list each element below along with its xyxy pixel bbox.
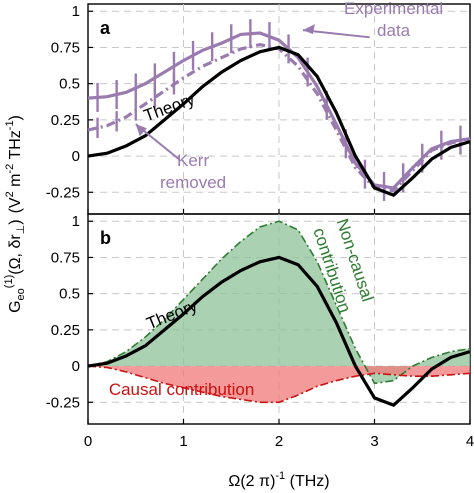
annotation-arrow-kerr	[135, 123, 180, 160]
label-kerr-removed-line2: removed	[160, 173, 226, 192]
area-non-causal	[88, 221, 470, 384]
label-causal-contribution: Causal contribution	[109, 380, 255, 399]
y-tick-label: 0	[72, 358, 80, 375]
y-tick-label: 0.25	[51, 112, 80, 129]
x-tick-label: 0	[84, 433, 92, 450]
panel-a-label: a	[100, 18, 111, 38]
series-line-theory	[87, 255, 471, 408]
y-axis-label: Geo(1)(Ω, δr⊥)(V2 m-2 THz-1)	[3, 115, 27, 313]
arrow-head	[135, 124, 147, 137]
series-line-experimental-data	[87, 31, 471, 190]
arrow-head	[302, 24, 315, 35]
area-causal	[88, 366, 470, 403]
panel-b-yticks: -0.25 0 0.25 0.5 0.75 1	[46, 213, 471, 424]
series-line-theory	[87, 45, 471, 198]
x-tick-label: 3	[370, 433, 378, 450]
x-axis-label: Ω(2 π)-1 (THz)	[228, 470, 329, 490]
label-kerr-removed-line1: Kerr	[177, 151, 209, 170]
annotation-arrow-experimental	[302, 24, 370, 39]
y-tick-label: -0.25	[46, 184, 80, 201]
y-tick-label: 1	[72, 213, 80, 230]
x-tick-label: 4	[466, 433, 474, 450]
panel-a-yticks: -0.25 0 0.25 0.5 0.75 1	[46, 3, 471, 214]
x-tick-label: 2	[275, 433, 283, 450]
y-tick-label: 0.25	[51, 322, 80, 339]
y-tick-label: 0.75	[51, 249, 80, 266]
panel-a-grid	[88, 4, 470, 214]
y-tick-label: 1	[72, 3, 80, 20]
panel-a: -0.25 0 0.25 0.5 0.75 1 Experimental data Kerr r…	[46, 0, 471, 215]
y-tick-label: 0.75	[51, 39, 80, 56]
y-tick-label: 0	[72, 148, 80, 165]
panel-b-xticks: 0 1 2 3 4	[84, 433, 474, 450]
x-tick-label: 1	[179, 433, 187, 450]
panel-b-label: b	[100, 228, 111, 248]
series-line-causal	[87, 365, 471, 404]
panel-b: -0.25 0 0.25 0.5 0.75 1 0 1 2 3 4 TheoryNon-causa…	[46, 213, 474, 450]
y-tick-label: -0.25	[46, 394, 80, 411]
y-tick-label: 0.5	[59, 286, 80, 303]
series-line-non-causal	[87, 220, 471, 385]
label-experimental-data-line1: Experimental	[344, 0, 443, 18]
arrow-shaft	[302, 29, 370, 39]
label-experimental-data-line2: data	[377, 21, 411, 40]
y-tick-label: 0.5	[59, 76, 80, 93]
